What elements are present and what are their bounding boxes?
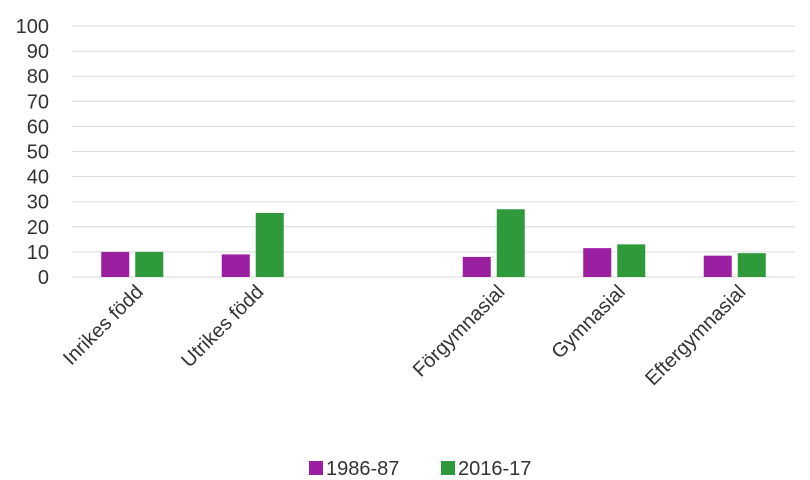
y-tick-label: 40 (27, 167, 49, 189)
legend: 1986-87 2016-17 (309, 458, 531, 480)
x-tick-label: Inrikes född (59, 281, 148, 370)
bar (135, 251, 164, 277)
bar (583, 248, 612, 277)
y-tick-label: 70 (27, 91, 49, 113)
x-axis-labels: Inrikes född Utrikes född Förgymnasial Gymn… (59, 281, 750, 390)
bar (221, 254, 250, 277)
bars (101, 209, 766, 277)
y-tick-label: 10 (27, 242, 49, 264)
bar (462, 256, 491, 277)
bar (101, 251, 130, 277)
gridlines (72, 25, 795, 278)
y-tick-label: 90 (27, 41, 49, 63)
bar (255, 212, 284, 277)
x-tick-label: Utrikes född (177, 281, 268, 372)
y-tick-label: 20 (27, 217, 49, 239)
legend-swatch (309, 461, 323, 475)
y-tick-label: 0 (38, 267, 49, 289)
bar (496, 209, 525, 277)
y-axis-ticks: 0 10 20 30 40 50 60 70 80 90 100 (16, 16, 49, 289)
legend-label: 2016-17 (458, 458, 531, 480)
bar (737, 253, 766, 277)
legend-swatch (441, 461, 455, 475)
y-tick-label: 80 (27, 66, 49, 88)
y-tick-label: 50 (27, 142, 49, 164)
bar (703, 255, 732, 277)
y-tick-label: 60 (27, 116, 49, 138)
legend-label: 1986-87 (326, 458, 399, 480)
x-tick-label: Gymnasial (547, 281, 629, 363)
y-tick-label: 30 (27, 192, 49, 214)
x-tick-label: Eftergymnasial (641, 281, 750, 390)
x-tick-label: Förgymnasial (409, 281, 509, 381)
bar (617, 244, 646, 277)
y-tick-label: 100 (16, 16, 49, 38)
